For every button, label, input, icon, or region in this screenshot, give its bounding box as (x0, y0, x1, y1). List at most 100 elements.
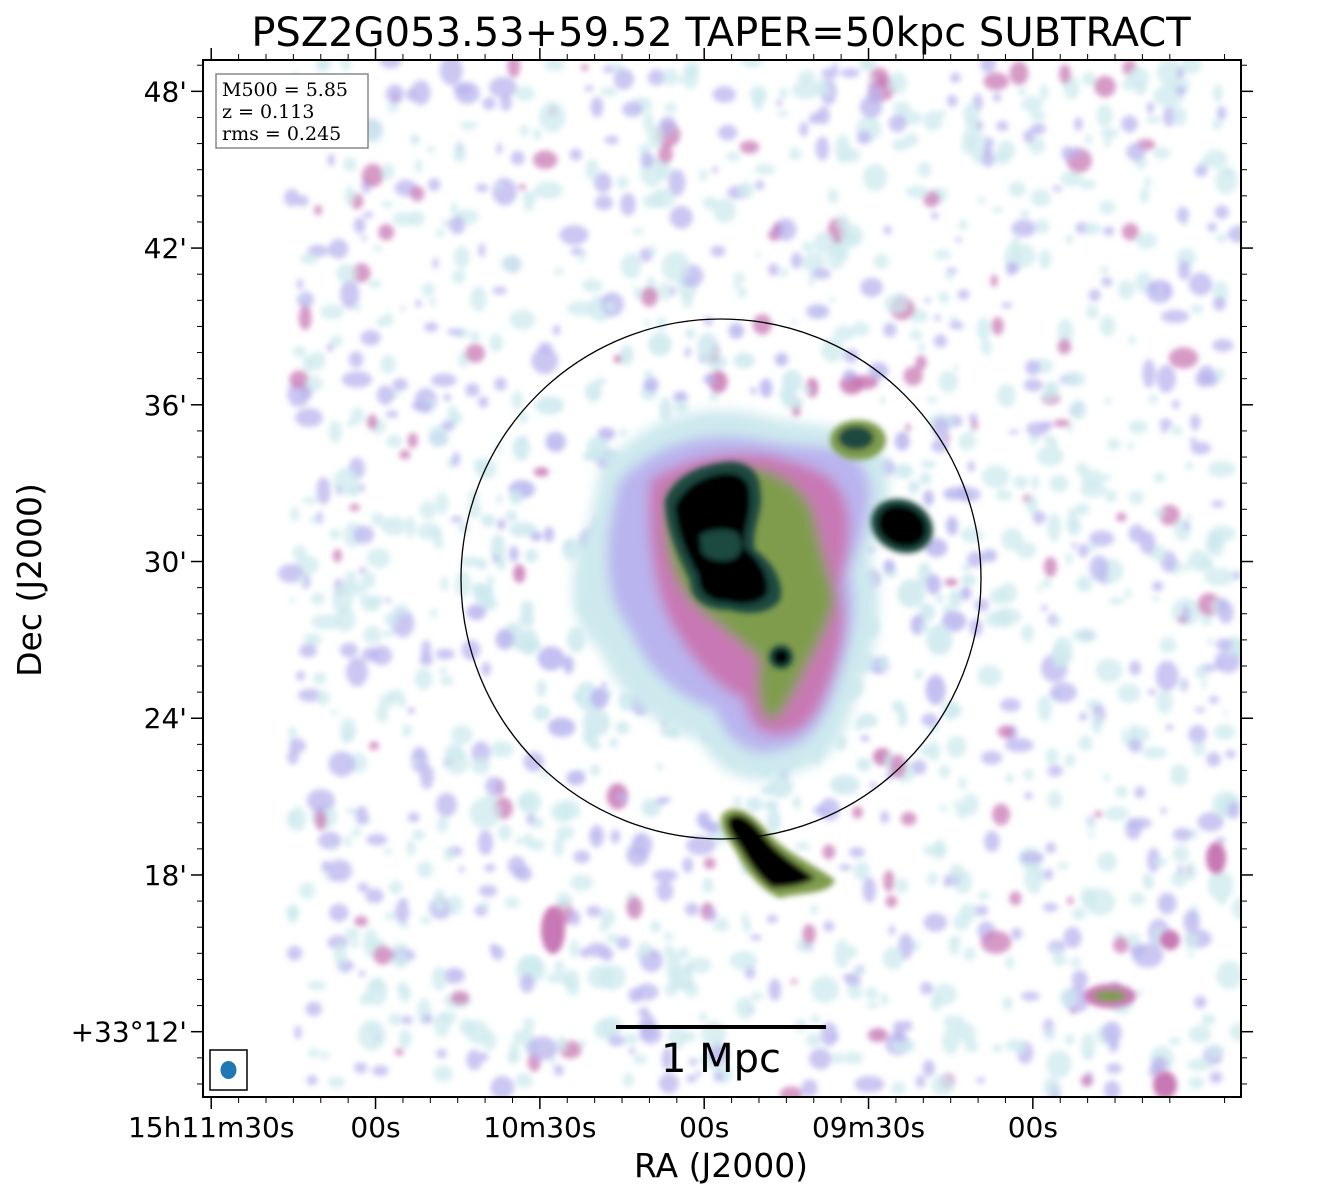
noise-blob (469, 797, 501, 829)
noise-blob (808, 112, 822, 125)
noise-blob (394, 951, 409, 965)
noise-blob (305, 1001, 322, 1017)
noise-blob (1176, 67, 1185, 79)
noise-blob (350, 940, 360, 948)
noise-blob (405, 515, 416, 539)
noise-blob (1057, 318, 1074, 345)
noise-blob (515, 837, 526, 845)
noise-blob (556, 825, 575, 840)
noise-blob (712, 166, 718, 174)
noise-blob (980, 930, 1012, 954)
noise-blob (948, 589, 962, 609)
noise-blob (689, 1058, 698, 1066)
noise-blob (294, 1025, 302, 1040)
noise-blob (357, 882, 369, 893)
noise-blob (436, 1048, 448, 1059)
noise-blob (1156, 364, 1176, 393)
noise-blob (378, 224, 395, 241)
noise-blob (680, 1030, 697, 1043)
noise-blob (540, 769, 551, 779)
noise-blob (1177, 865, 1184, 874)
noise-blob (1086, 544, 1097, 552)
noise-blob (696, 332, 719, 364)
noise-blob (289, 370, 309, 389)
noise-blob (371, 512, 385, 527)
noise-blob (509, 309, 536, 330)
noise-blob (834, 134, 851, 163)
noise-blob (802, 385, 811, 395)
noise-blob (894, 431, 910, 451)
noise-blob (553, 1064, 564, 1076)
noise-blob (509, 1041, 520, 1063)
noise-blob (1216, 960, 1241, 990)
noise-blob (766, 914, 778, 924)
noise-blob (1153, 508, 1165, 518)
noise-blob (737, 181, 754, 200)
noise-blob (703, 857, 716, 870)
noise-blob (307, 1048, 321, 1059)
noise-blob (648, 332, 672, 357)
noise-blob (512, 638, 542, 653)
noise-blob (923, 297, 932, 303)
noise-blob (640, 287, 659, 307)
info-redshift: z = 0.113 (222, 101, 314, 123)
noise-blob (938, 370, 959, 393)
noise-blob (458, 866, 465, 873)
noise-blob (1169, 1037, 1181, 1046)
noise-blob (833, 325, 855, 341)
noise-blob (329, 903, 349, 922)
noise-blob (801, 1079, 818, 1097)
noise-blob (561, 537, 581, 561)
noise-blob (995, 609, 1012, 628)
noise-blob (885, 895, 898, 908)
noise-blob (991, 316, 1004, 336)
noise-blob (1201, 679, 1207, 690)
noise-blob (728, 323, 745, 339)
noise-blob (712, 921, 730, 932)
noise-blob (454, 328, 463, 336)
noise-blob (513, 564, 526, 584)
noise-blob (915, 1075, 926, 1088)
noise-blob (919, 622, 929, 633)
noise-blob (802, 923, 816, 945)
noise-blob (512, 436, 530, 461)
noise-blob (468, 490, 480, 502)
noise-blob (790, 252, 803, 270)
noise-blob (740, 60, 764, 68)
noise-blob (489, 76, 517, 98)
noise-blob (453, 149, 467, 163)
noise-blob (1053, 419, 1071, 428)
noise-blob (1216, 233, 1228, 243)
noise-blob (422, 1014, 433, 1024)
noise-blob (1185, 513, 1193, 521)
noise-blob (1151, 595, 1160, 602)
noise-blob (1071, 970, 1089, 989)
noise-blob (340, 279, 360, 310)
noise-blob (619, 344, 634, 366)
noise-blob (795, 842, 811, 851)
noise-blob (815, 136, 830, 161)
noise-blob (974, 598, 990, 612)
noise-blob (983, 72, 1009, 91)
noise-blob (1215, 638, 1233, 651)
noise-blob (1009, 891, 1022, 906)
noise-blob (514, 86, 535, 102)
noise-blob (1194, 164, 1208, 177)
noise-blob (303, 633, 322, 646)
noise-blob (478, 243, 486, 258)
noise-blob (550, 801, 573, 823)
noise-blob (290, 507, 300, 522)
noise-blob (453, 82, 473, 96)
noise-blob (996, 120, 1009, 132)
noise-blob (856, 757, 872, 772)
noise-blob (834, 939, 851, 969)
noise-blob (443, 847, 455, 861)
noise-blob (1078, 712, 1088, 721)
noise-blob (1040, 392, 1058, 401)
noise-blob (647, 69, 666, 86)
noise-blob (813, 805, 829, 816)
noise-blob (1214, 205, 1230, 220)
noise-blob (346, 657, 369, 687)
noise-blob (938, 805, 949, 812)
noise-blob (297, 575, 306, 586)
